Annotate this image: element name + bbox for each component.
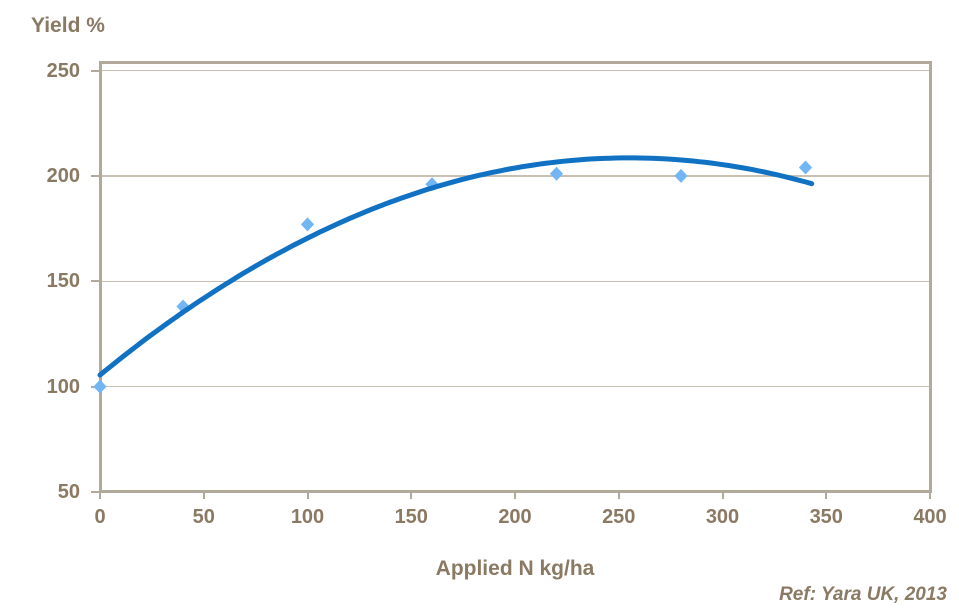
y-tick-label: 100	[46, 375, 80, 398]
x-tick-label: 250	[602, 506, 636, 528]
y-tick-150	[91, 280, 100, 283]
y-axis-line	[99, 61, 102, 493]
x-tick-label: 300	[705, 506, 740, 528]
y-tick-200	[91, 174, 100, 177]
reference-note: Ref: Yara UK, 2013	[779, 584, 947, 605]
x-tick-150	[410, 493, 413, 499]
data-point-marker	[798, 160, 813, 175]
plot-border-top	[99, 61, 932, 64]
plot-border-right	[929, 61, 932, 493]
y-tick-100	[91, 385, 100, 388]
x-tick-0	[99, 493, 101, 499]
gridline-y-150	[102, 280, 929, 282]
x-tick-400	[929, 493, 931, 499]
x-tick-label: 50	[192, 506, 215, 528]
gridline-y-200	[102, 175, 929, 177]
x-tick-label: 150	[394, 506, 428, 528]
y-tick-250	[91, 69, 100, 72]
data-point-marker	[176, 299, 190, 314]
gridline-y-250	[102, 69, 929, 72]
x-tick-label: 350	[809, 506, 843, 528]
data-point-marker	[425, 177, 439, 192]
x-axis-line	[99, 490, 932, 493]
gridline-y-100	[102, 385, 929, 388]
data-point-marker	[300, 217, 315, 232]
x-tick-250	[617, 493, 620, 499]
x-axis-title: Applied N kg/ha	[435, 557, 595, 580]
x-tick-200	[514, 493, 516, 499]
y-axis-title: Yield %	[31, 14, 105, 37]
fitted-curve-line	[97, 155, 815, 378]
y-tick-50	[91, 491, 100, 493]
x-tick-label: 0	[94, 506, 106, 528]
x-tick-50	[202, 493, 205, 499]
y-tick-label: 50	[57, 481, 80, 503]
x-tick-300	[721, 493, 724, 499]
x-tick-label: 100	[290, 506, 325, 528]
data-point-marker	[549, 166, 564, 181]
x-tick-100	[306, 493, 309, 499]
x-tick-label: 200	[498, 506, 532, 528]
x-tick-label: 400	[913, 506, 947, 528]
y-tick-label: 200	[46, 164, 80, 187]
y-tick-label: 150	[46, 270, 80, 293]
y-tick-label: 250	[46, 59, 80, 82]
x-tick-350	[825, 493, 828, 499]
